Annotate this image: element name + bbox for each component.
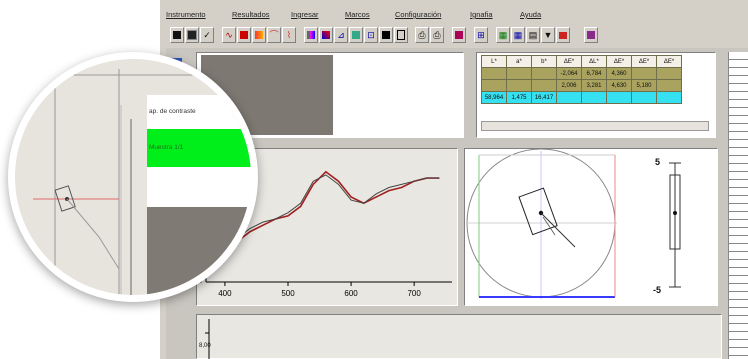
column-header: ΔE*	[606, 55, 632, 68]
black-frame-button[interactable]	[379, 27, 393, 43]
spectrum-icon: ⌇	[286, 29, 292, 40]
tool-button[interactable]	[584, 27, 598, 43]
zoomed-green-label: Muestra 1/1	[149, 144, 184, 151]
frame-button[interactable]: ⊡	[364, 27, 378, 43]
lower-chart-axis	[205, 319, 210, 359]
column-header: ΔL*	[581, 55, 607, 68]
table-header-row: L* a* b* ΔE* ΔL* ΔE* ΔE* ΔE*	[481, 55, 682, 68]
spectrum-button-2[interactable]: ⌒	[267, 27, 281, 43]
save-as-button[interactable]	[185, 27, 199, 43]
x-tick-label: 600	[344, 289, 358, 298]
reference-swatch	[333, 55, 461, 135]
grid-icon: ▦	[513, 29, 523, 40]
color-box-icon	[455, 31, 463, 39]
menu-marcos[interactable]: Marcos	[345, 10, 370, 19]
zoomed-white-panel	[147, 95, 251, 129]
color-space-chart	[466, 149, 681, 299]
chart-icon	[322, 31, 330, 39]
color-box-button[interactable]	[452, 27, 466, 43]
spectrum-button-3[interactable]: ⌇	[282, 27, 296, 43]
print-preview-button[interactable]: ⎙	[430, 27, 444, 43]
spectrum-icon: ∿	[225, 29, 233, 40]
graph-button[interactable]: ⊿	[334, 27, 348, 43]
image-button[interactable]	[349, 27, 363, 43]
column-header: ΔE*	[656, 55, 682, 68]
zoomed-label: ap. de contraste	[149, 108, 196, 115]
grid-button[interactable]: ▦	[496, 27, 510, 43]
color-swatch-button[interactable]	[237, 27, 251, 43]
y-tick-label: 8,00	[199, 343, 211, 349]
chart-button[interactable]	[319, 27, 333, 43]
save-button[interactable]	[170, 27, 184, 43]
check-icon: ✓	[203, 29, 211, 40]
filter-button[interactable]: ▼	[541, 27, 555, 43]
table-row[interactable]: -2,064 6,784 4,360	[481, 67, 682, 80]
spectrum-button[interactable]: ∿	[222, 27, 236, 43]
lightness-max-label: 5	[655, 157, 661, 167]
column-header: ΔE*	[631, 55, 657, 68]
menu-instrumento[interactable]: Instrumento	[166, 10, 206, 19]
lower-chart-panel: 8,00	[196, 314, 722, 359]
grid-button-2[interactable]: ▦	[511, 27, 525, 43]
column-header: ΔE*	[556, 55, 582, 68]
frame-icon: ⊡	[367, 29, 375, 40]
lightness-min-label: -5	[653, 285, 662, 295]
color-data-panel: L* a* b* ΔE* ΔL* ΔE* ΔE* ΔE* -2,064 6,784…	[476, 52, 716, 138]
menu-configuracion[interactable]: Configuración	[395, 10, 442, 19]
menu-bar: Instrumento Resultados Ingresar Marcos C…	[160, 8, 748, 22]
column-header: b*	[531, 55, 557, 68]
menu-ignafia[interactable]: Ignafia	[470, 10, 493, 19]
frame-icon	[397, 30, 405, 40]
menu-ingresar[interactable]: Ingresar	[291, 10, 319, 19]
spectrum-icon: ⌒	[269, 29, 279, 40]
zoomed-gray-band	[147, 207, 251, 295]
table-scrollbar[interactable]	[481, 121, 709, 131]
grid-icon: ▦	[498, 29, 508, 40]
card-button[interactable]	[556, 27, 570, 43]
column-header: a*	[506, 55, 532, 68]
save-as-icon	[187, 30, 197, 40]
save-icon	[173, 31, 181, 39]
x-tick-label: 700	[407, 289, 421, 298]
zoomed-chart	[15, 69, 251, 295]
printer-icon: ⎙	[433, 29, 441, 40]
color-space-panel: 5 -5	[464, 148, 718, 306]
palette-button[interactable]	[304, 27, 318, 43]
palette-icon	[307, 31, 315, 39]
filter-icon: ▼	[543, 29, 553, 40]
table-row-selected[interactable]: 58,964 1,475 16,417	[481, 91, 682, 104]
color-grid-icon	[255, 31, 263, 39]
zoom-magnifier: ap. de contraste Muestra 1/1	[8, 52, 258, 302]
window-button[interactable]	[394, 27, 408, 43]
color-data-table: L* a* b* ΔE* ΔL* ΔE* ΔE* ΔE* -2,064 6,784…	[481, 55, 682, 104]
sample-list-panel[interactable]	[728, 52, 748, 359]
chart-bar-button[interactable]: ⊞	[474, 27, 488, 43]
card-icon	[559, 31, 567, 39]
toolbar: ✓ ∿ ⌒ ⌇ ⊿ ⊡ ⎙ ⎙ ⊞ ▦ ▦ ▤ ▼	[170, 27, 748, 45]
menu-ayuda[interactable]: Ayuda	[520, 10, 542, 19]
table-icon: ▤	[528, 29, 538, 40]
table-row[interactable]: 2,006 3,281 4,630 5,180	[481, 79, 682, 92]
column-header: L*	[481, 55, 507, 68]
color-swatch-icon	[240, 31, 248, 39]
menu-resultados[interactable]: Resultados	[232, 10, 270, 19]
check-button[interactable]: ✓	[200, 27, 214, 43]
chart-bar-icon: ⊞	[477, 29, 485, 40]
frame-icon	[382, 31, 390, 39]
printer-icon: ⎙	[418, 29, 426, 40]
graph-icon: ⊿	[337, 29, 345, 40]
zoomed-green-band	[147, 129, 251, 167]
table-button[interactable]: ▤	[526, 27, 540, 43]
zoomed-white-band	[147, 167, 251, 207]
x-tick-label: 500	[281, 289, 295, 298]
color-grid-button[interactable]	[252, 27, 266, 43]
tool-icon	[587, 31, 595, 39]
print-button[interactable]: ⎙	[415, 27, 429, 43]
image-icon	[352, 31, 360, 39]
